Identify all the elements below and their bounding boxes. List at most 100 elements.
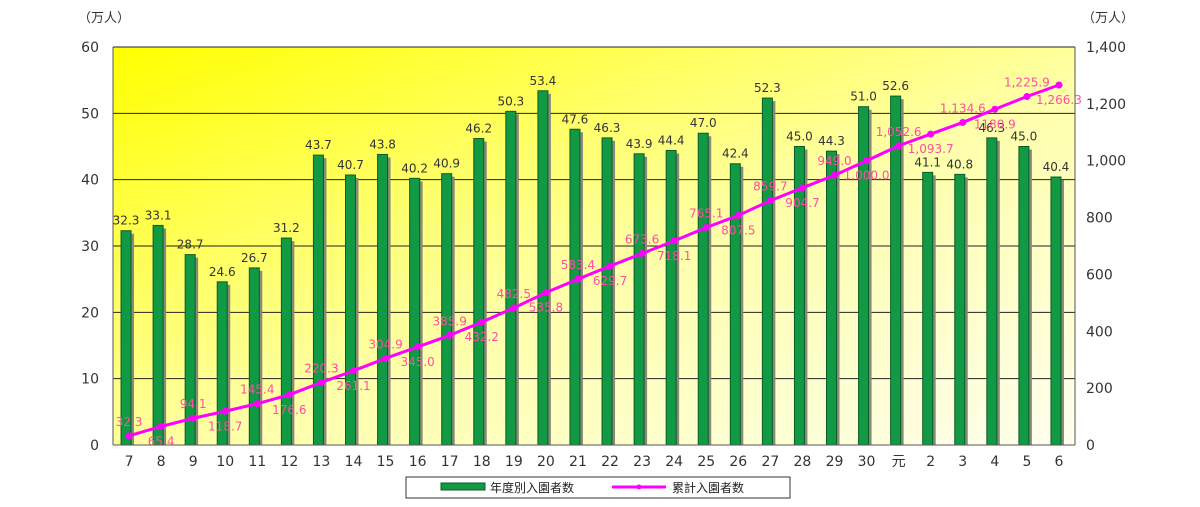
bar [986, 137, 998, 446]
bar [729, 163, 741, 446]
line-series [125, 81, 1063, 440]
line-point [542, 289, 550, 297]
left-tick-label: 30 [81, 239, 99, 255]
line-value-label: 807.5 [721, 223, 755, 237]
bar [761, 97, 773, 446]
left-unit-label: （万人） [78, 11, 130, 26]
bar [505, 110, 517, 446]
x-tick-label: 24 [665, 454, 683, 470]
x-tick-label: 22 [601, 454, 619, 470]
line-point [125, 432, 133, 440]
line-value-label: 904.7 [785, 196, 819, 210]
bar-value-label: 24.6 [209, 265, 236, 279]
x-tick-label: 7 [125, 454, 134, 470]
legend: 年度別入園者数 累計入園者数 [405, 476, 791, 499]
bar [473, 138, 485, 446]
legend-box [405, 476, 791, 499]
line-value-label: 94.1 [180, 397, 207, 411]
line-value-label: 432.2 [465, 330, 499, 344]
x-tick-label: 9 [189, 454, 198, 470]
x-tick-label: 19 [505, 454, 523, 470]
line-value-label: 765.1 [689, 206, 723, 220]
line-value-label: 220.3 [304, 361, 338, 375]
left-tick-label: 20 [81, 305, 99, 321]
x-tick-label: 8 [157, 454, 166, 470]
x-tick-label: 17 [441, 454, 459, 470]
bar-value-label: 28.7 [177, 238, 204, 252]
line-value-label: 1,052.6 [876, 125, 922, 139]
line-point [638, 250, 646, 258]
bar [665, 149, 677, 446]
right-unit-label: （万人） [1082, 11, 1134, 26]
x-tick-label: 30 [858, 454, 876, 470]
line-point [285, 391, 293, 399]
bar-value-label: 52.6 [882, 79, 909, 93]
line-value-label: 304.9 [368, 337, 402, 351]
line-value-label: 145.4 [240, 383, 274, 397]
bar-value-label: 33.1 [145, 208, 172, 222]
bar-value-label: 43.8 [369, 137, 396, 151]
legend-bar-swatch [440, 482, 486, 491]
bar-value-label: 41.1 [914, 155, 941, 169]
bar [633, 153, 645, 446]
line-point [1055, 81, 1063, 89]
line-point [221, 407, 229, 415]
line-point [991, 105, 999, 113]
line-value-label: 176.6 [272, 403, 306, 417]
line-value-label: 949.0 [817, 154, 851, 168]
bar-value-label: 43.9 [626, 137, 653, 151]
x-tick-label: 15 [377, 454, 395, 470]
x-tick-label: 25 [697, 454, 715, 470]
line-point [446, 331, 454, 339]
x-tick-label: 28 [794, 454, 812, 470]
bar-value-label: 44.3 [818, 134, 845, 148]
line-value-label: 482.5 [497, 287, 531, 301]
x-tick-label: 29 [826, 454, 844, 470]
bar [377, 153, 389, 446]
right-tick-label: 800 [1086, 211, 1113, 227]
line-value-label: 1,266.3 [1036, 93, 1082, 107]
line-point [734, 211, 742, 219]
bar-value-label: 44.4 [658, 133, 685, 147]
x-tick-label: 27 [761, 454, 779, 470]
x-tick-label: 14 [345, 454, 363, 470]
bar-value-label: 51.0 [850, 90, 877, 104]
line-point [670, 237, 678, 245]
bar-value-label: 40.4 [1043, 160, 1070, 174]
bar [312, 154, 324, 446]
gridlines [113, 46, 1075, 380]
right-tick-label: 1,000 [1086, 154, 1126, 170]
line-value-label: 1,225.9 [1004, 75, 1050, 89]
line-point [863, 157, 871, 165]
x-tick-label: 4 [990, 454, 999, 470]
left-tick-label: 10 [81, 372, 99, 388]
line-value-label: 1180.9 [974, 117, 1016, 131]
bar-value-label: 47.6 [562, 112, 589, 126]
line-point [927, 130, 935, 138]
x-tick-label: 2 [926, 454, 935, 470]
right-tick-label: 600 [1086, 267, 1113, 283]
bar-value-label: 45.0 [1011, 130, 1038, 144]
line-value-label: 385.9 [433, 314, 467, 328]
x-tick-label: 元 [892, 454, 906, 470]
legend-line-label: 累計入園者数 [672, 480, 744, 495]
x-tick-label: 23 [633, 454, 651, 470]
right-tick-label: 0 [1086, 438, 1095, 454]
bar [954, 173, 966, 446]
line-value-label: 65.4 [148, 434, 175, 448]
x-tick-label: 5 [1022, 454, 1031, 470]
line-point [702, 223, 710, 231]
line-point [253, 400, 261, 408]
bar [537, 90, 549, 446]
line-value-label: 261.1 [336, 379, 370, 393]
x-tick-label: 10 [216, 454, 234, 470]
x-tick-label: 11 [248, 454, 266, 470]
line-value-label: 1,000.0 [844, 169, 890, 183]
line-value-label: 1,134.6 [940, 101, 986, 115]
x-tick-label: 20 [537, 454, 555, 470]
left-tick-label: 60 [81, 40, 99, 56]
line-point [414, 343, 422, 351]
